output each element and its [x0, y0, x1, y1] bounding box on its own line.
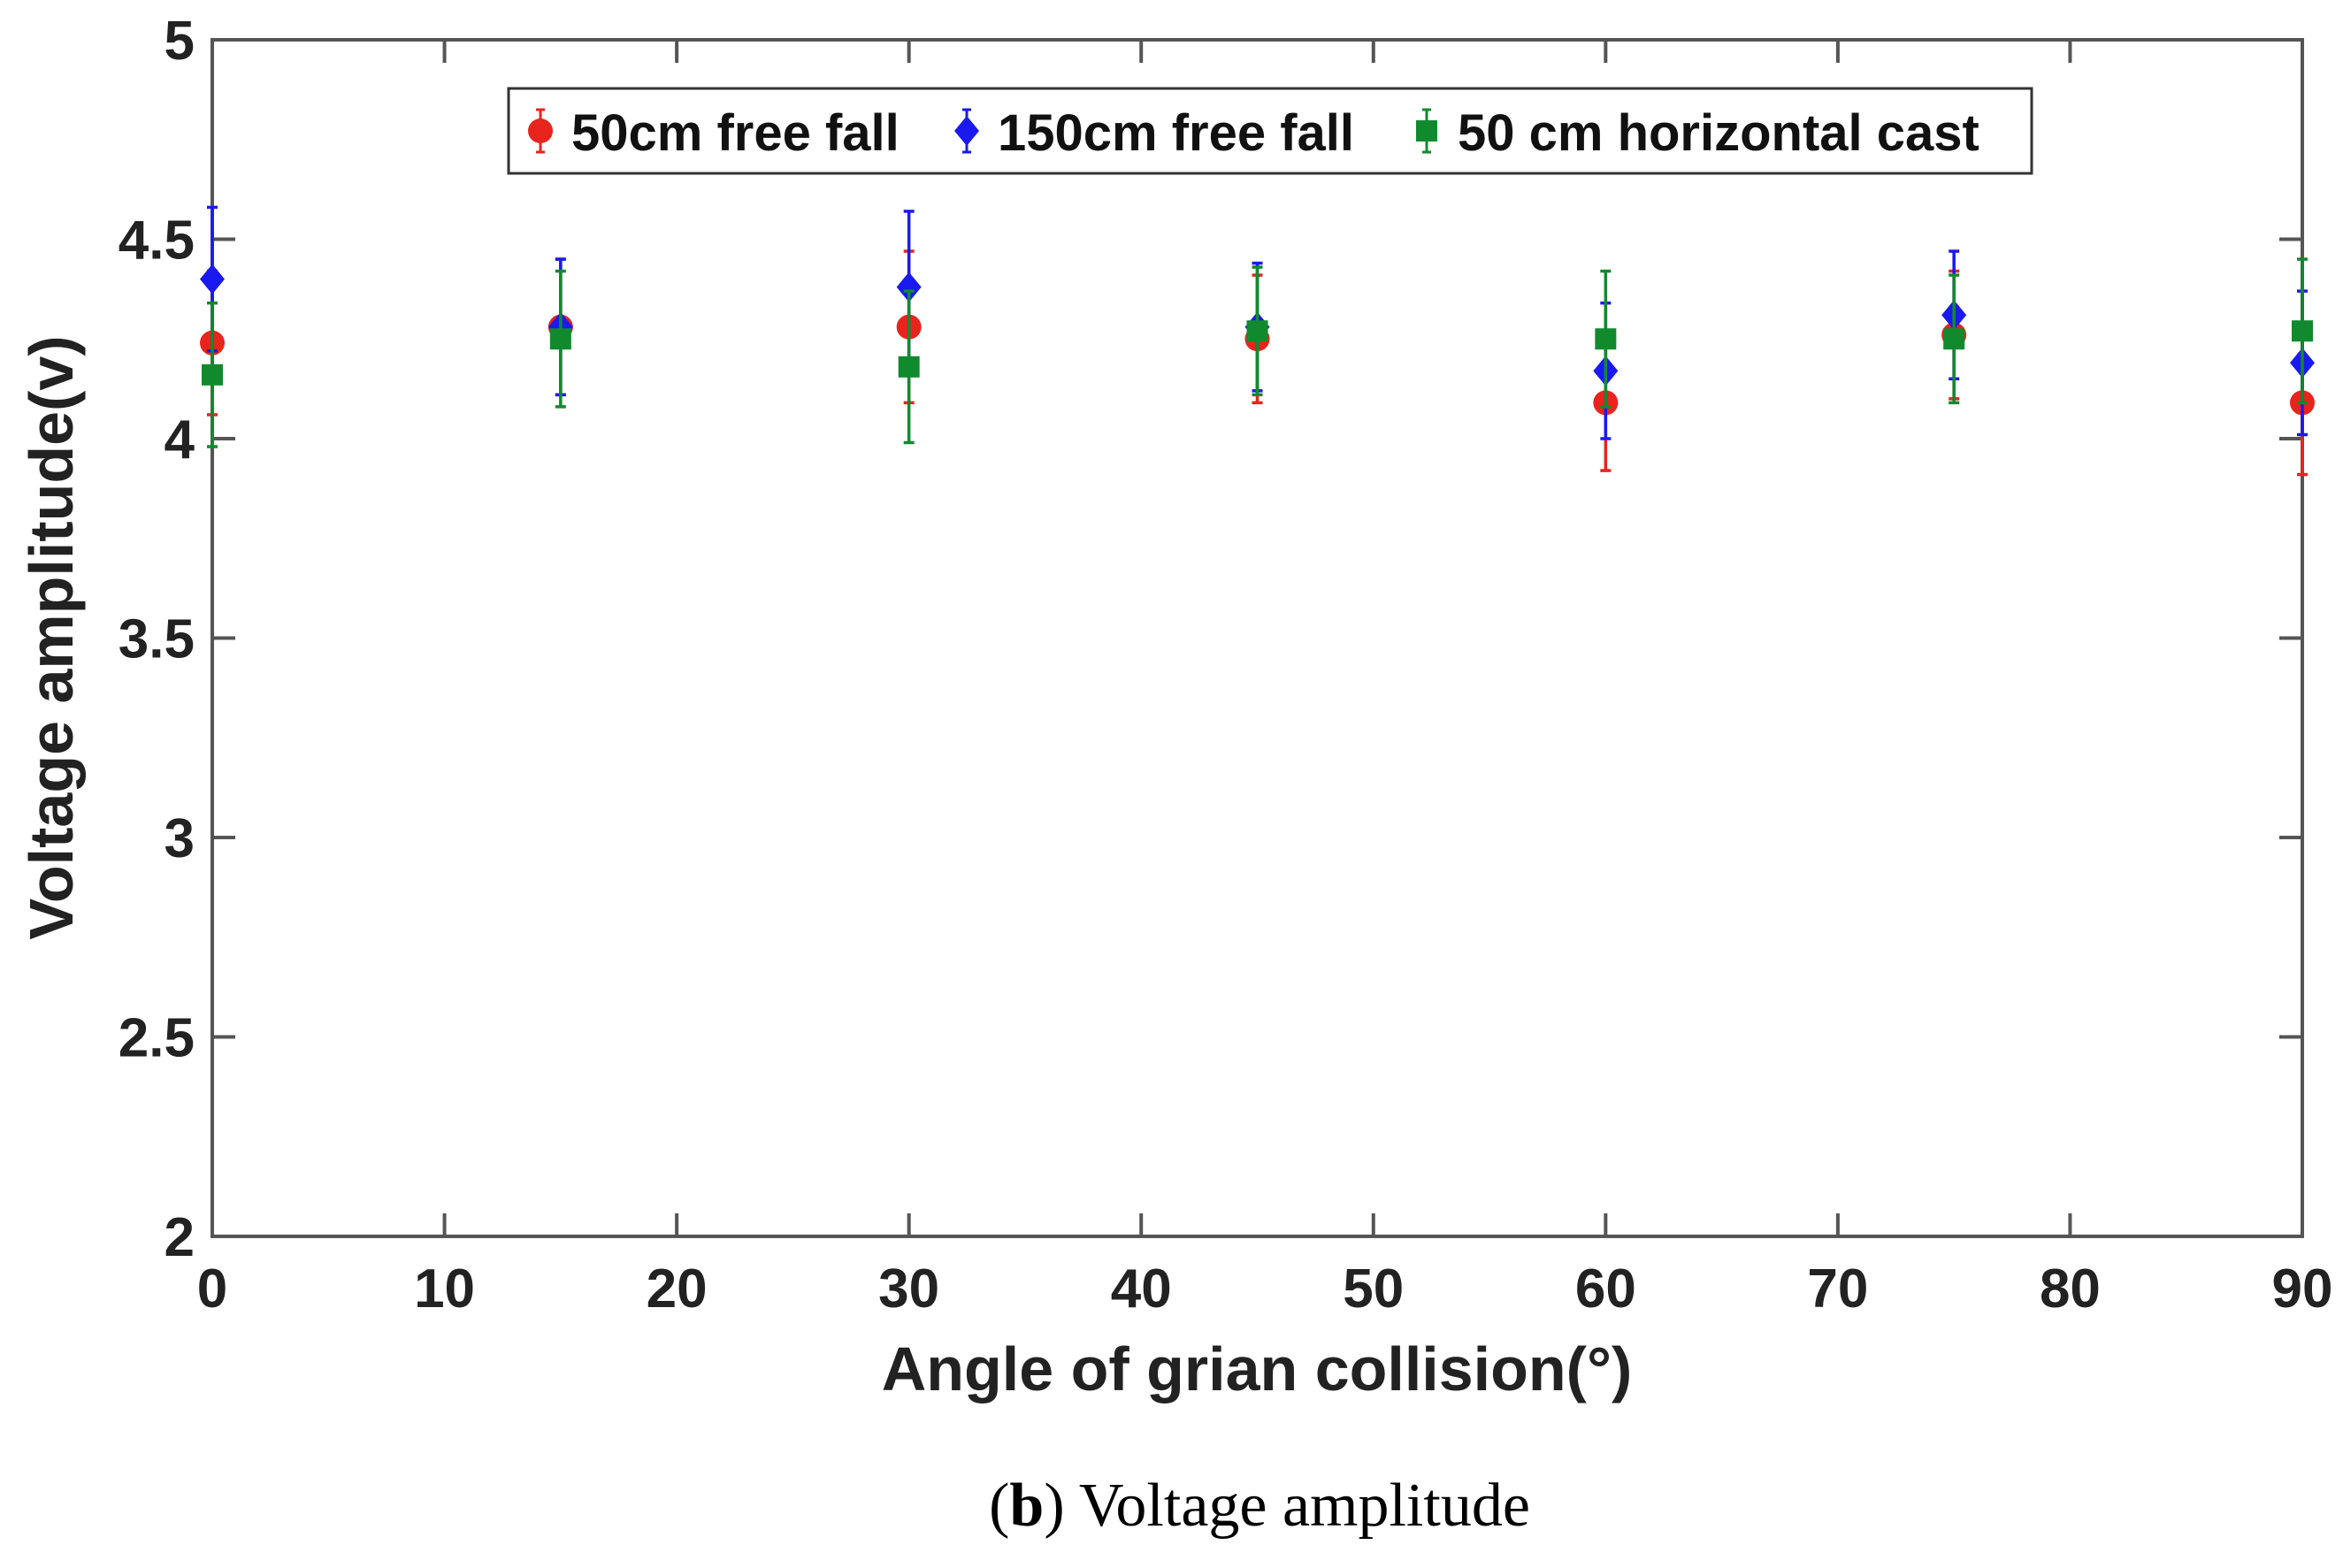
y-tick-label: 3.5	[119, 609, 195, 670]
data-point	[896, 272, 922, 302]
x-axis-ticks: 0 10 20 30 40 50 60 70 80 90	[197, 40, 2333, 1319]
legend-label-50cm-horizontal-cast: 50 cm horizontal cast	[1458, 104, 1979, 162]
legend: 50cm free fall 150cm free fall 50 cm hor…	[507, 87, 2033, 175]
x-tick-label: 30	[878, 1258, 939, 1319]
x-axis-label: Angle of grian collision(°)	[882, 1335, 1633, 1404]
data-point	[898, 356, 920, 378]
y-tick-label: 4	[165, 409, 195, 470]
data-point	[1595, 328, 1617, 350]
x-tick-label: 40	[1111, 1258, 1172, 1319]
series-2	[202, 257, 2313, 448]
legend-label-150cm-free-fall: 150cm free fall	[998, 104, 1354, 162]
data-point	[1246, 320, 1268, 342]
legend-label-50cm-free-fall: 50cm free fall	[571, 104, 900, 162]
y-tick-label: 3	[165, 808, 195, 869]
data-point	[2292, 320, 2313, 342]
x-tick-label: 60	[1575, 1258, 1636, 1319]
legend-box	[507, 87, 2033, 175]
caption-rest: ) Voltage amplitude	[1044, 1472, 1530, 1540]
plot-frame	[211, 38, 2304, 1238]
legend-marker	[1416, 120, 1437, 142]
x-tick-label: 80	[2040, 1258, 2101, 1319]
data-point	[1943, 328, 1965, 350]
data-point	[549, 328, 571, 350]
x-tick-label: 50	[1343, 1258, 1404, 1319]
legend-markers	[528, 108, 1437, 154]
x-tick-label: 70	[1807, 1258, 1868, 1319]
y-tick-label: 2.5	[119, 1008, 195, 1069]
y-axis-ticks: 2 2.5 3 3.5 4 4.5 5	[119, 11, 2302, 1268]
legend-marker	[954, 116, 979, 146]
y-tick-label: 5	[165, 11, 195, 72]
y-tick-label: 2	[165, 1207, 195, 1268]
x-tick-label: 90	[2272, 1258, 2333, 1319]
data-point	[202, 363, 223, 386]
x-tick-label: 10	[414, 1258, 475, 1319]
y-tick-label: 4.5	[119, 210, 195, 272]
caption-letter: b	[1009, 1472, 1044, 1540]
data-point	[200, 264, 225, 294]
figure-caption: (b) Voltage amplitude	[989, 1472, 1530, 1540]
x-tick-label: 0	[197, 1258, 227, 1319]
y-axis-label: Voltage amplitude(v)	[17, 335, 86, 939]
x-tick-label: 20	[647, 1258, 708, 1319]
legend-marker	[528, 119, 553, 143]
caption-open-paren: (	[989, 1472, 1009, 1540]
data-series-layer	[200, 205, 2315, 477]
